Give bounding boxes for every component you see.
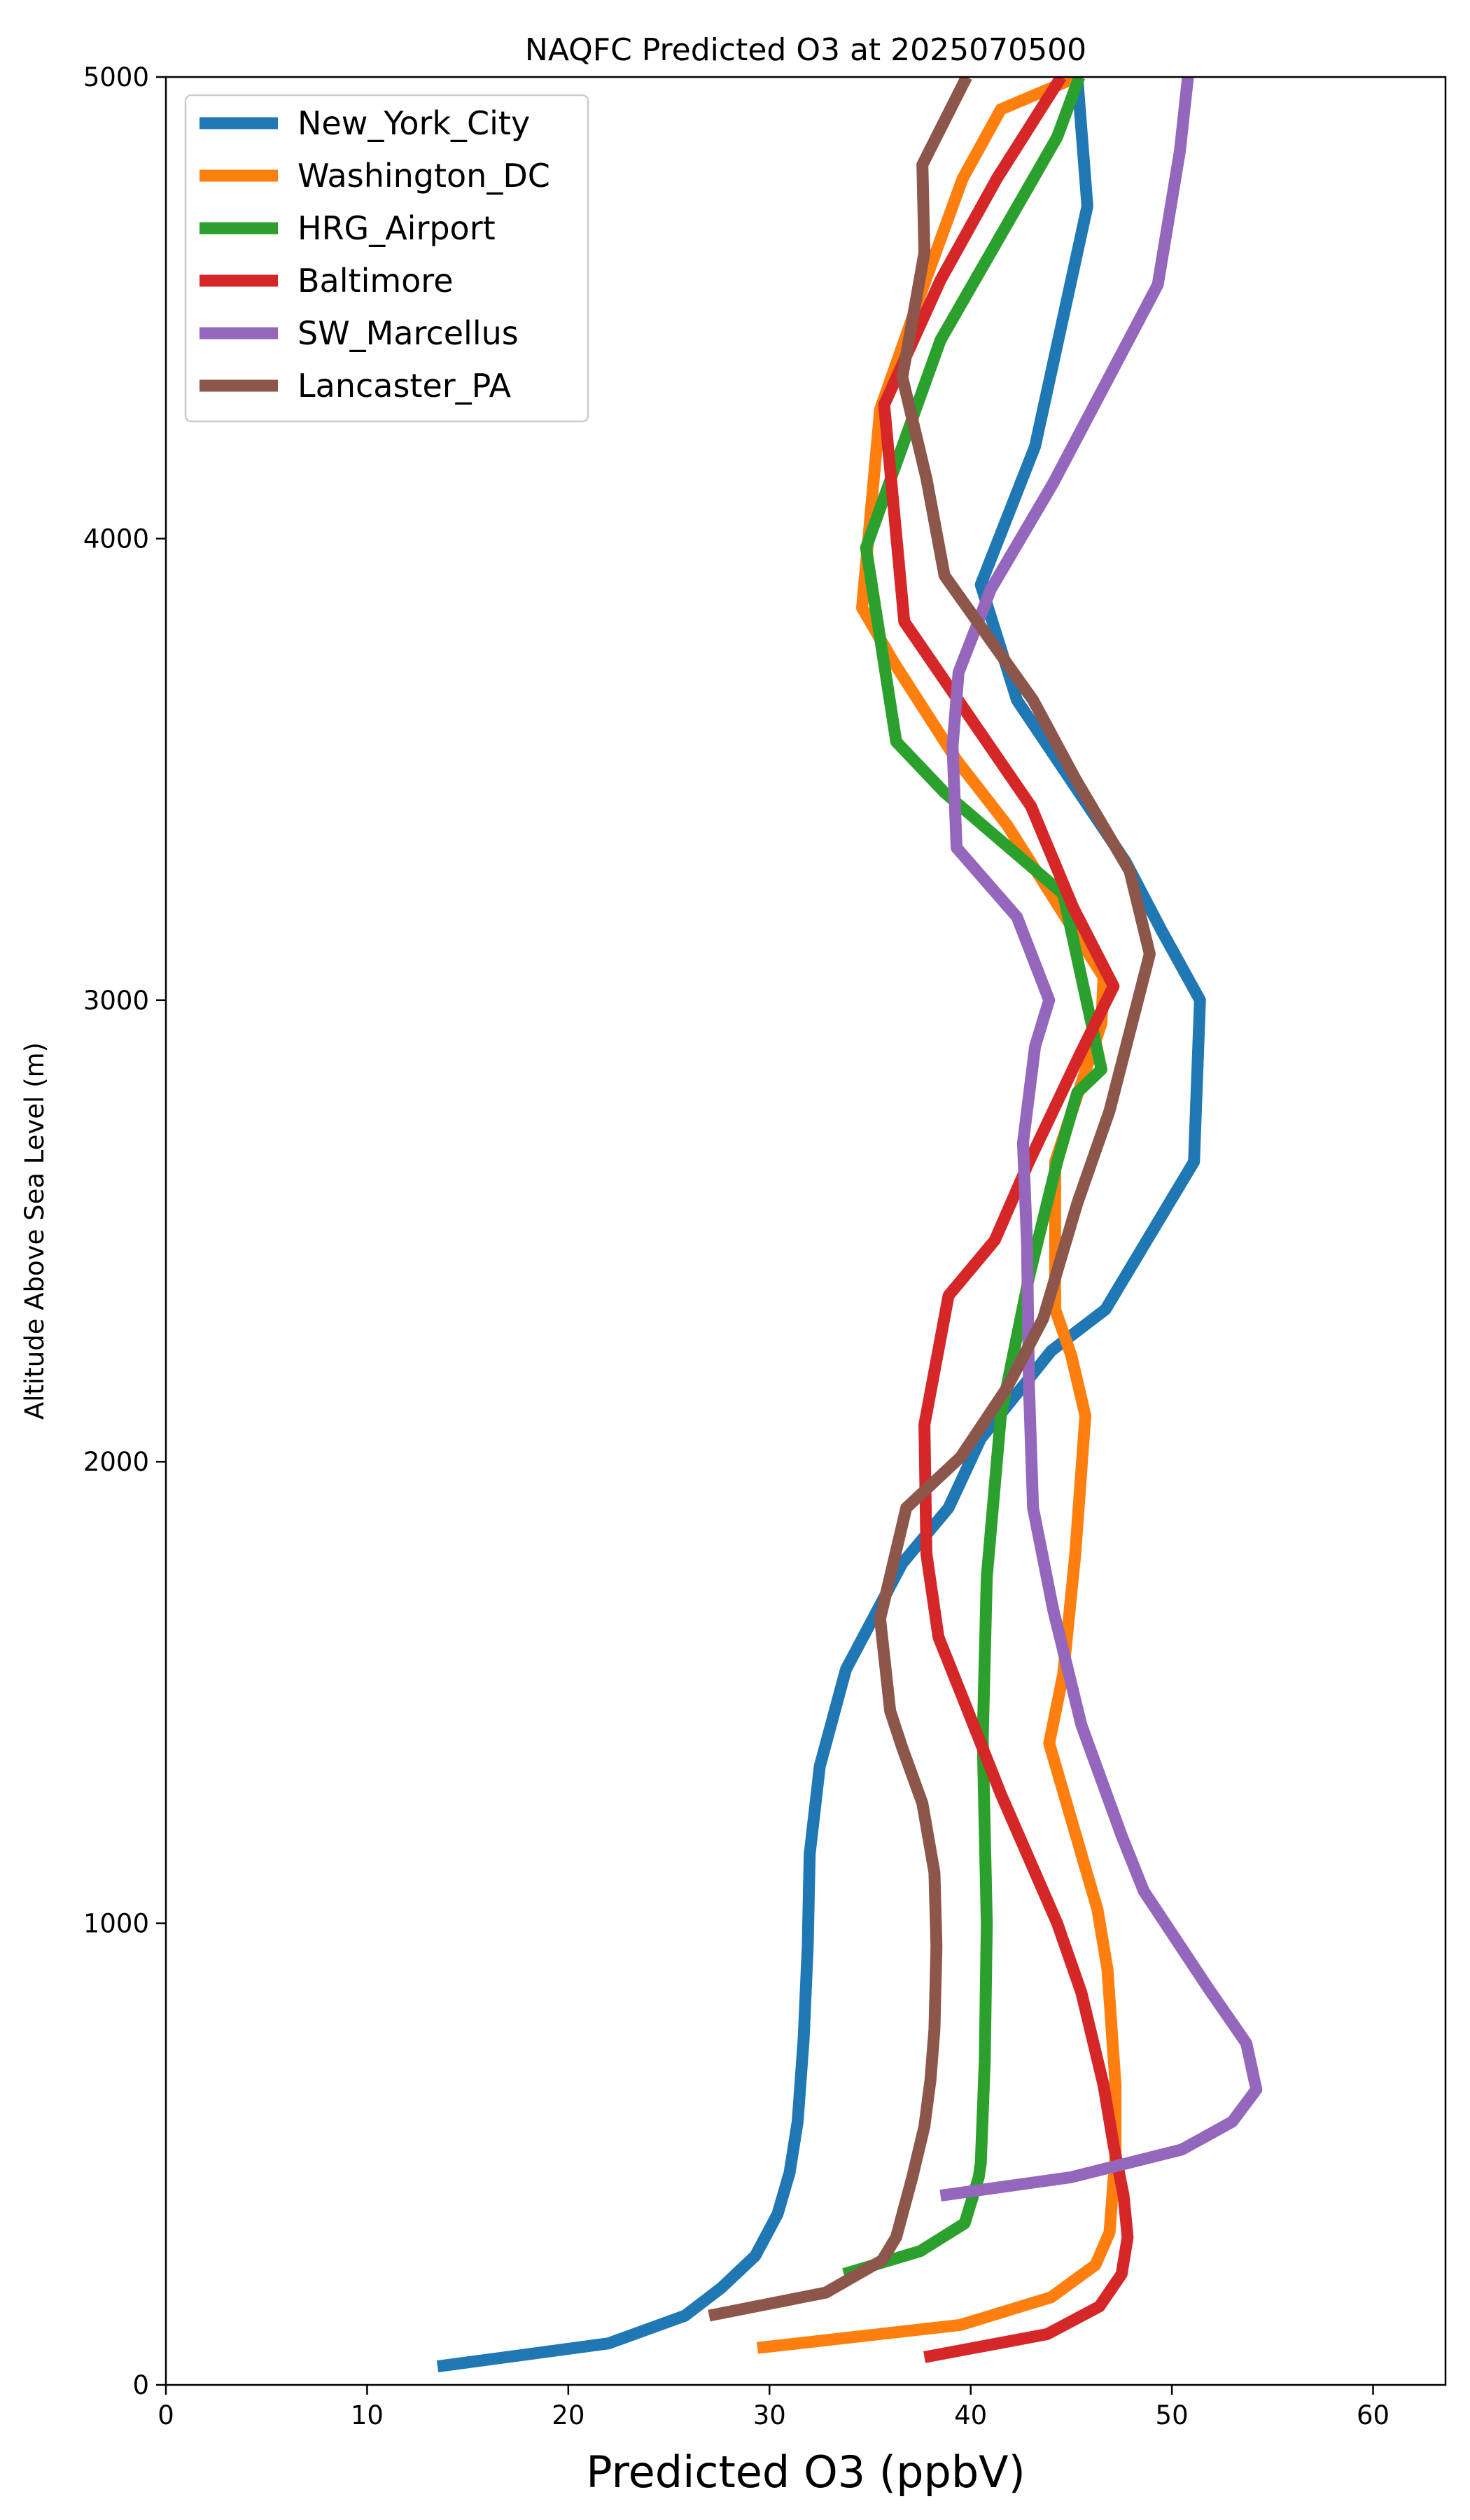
x-tick-label: 20	[552, 2400, 584, 2430]
legend-label-washington-dc: Washington_DC	[298, 157, 550, 195]
series-line-washington-dc	[757, 77, 1122, 2354]
x-tick-label: 10	[351, 2400, 384, 2430]
y-tick-label: 2000	[83, 1447, 149, 1477]
legend-label-sw-marcellus: SW_Marcellus	[298, 314, 519, 352]
x-tick-label: 60	[1357, 2400, 1390, 2430]
y-tick-label: 1000	[83, 1909, 149, 1939]
chart-title: NAQFC Predicted O3 at 2025070500	[525, 32, 1086, 68]
legend-label-baltimore: Baltimore	[298, 262, 454, 300]
y-tick-label: 5000	[83, 62, 149, 92]
series-line-hrg-airport	[842, 77, 1107, 2280]
x-tick-label: 50	[1156, 2400, 1189, 2430]
x-tick-label: 40	[954, 2400, 987, 2430]
x-axis-label: Predicted O3 (ppbV)	[586, 2446, 1026, 2498]
y-tick-label: 4000	[83, 524, 149, 554]
series-line-new-york-city	[436, 77, 1206, 2373]
x-tick-label: 30	[753, 2400, 786, 2430]
x-tick-label: 0	[158, 2400, 174, 2430]
y-axis-label: Altitude Above Sea Level (m)	[20, 1042, 50, 1420]
series-line-lancaster-pa	[708, 77, 1156, 2322]
series-layer	[436, 77, 1263, 2373]
series-line-baltimore	[878, 77, 1134, 2363]
y-tick-label: 0	[132, 2370, 149, 2400]
legend: New_York_City Washington_DC HRG_Airport Bal…	[184, 94, 589, 423]
legend-label-hrg-airport: HRG_Airport	[298, 209, 496, 247]
legend-label-lancaster-pa: Lancaster_PA	[298, 367, 511, 405]
axes-layer: 0 10 20 30 40 50 60 0 1000 2000 3000 4000 5000	[83, 62, 1447, 2430]
legend-box	[184, 94, 589, 423]
series-line-sw-marcellus	[939, 77, 1263, 2202]
legend-label-new-york-city: New_York_City	[298, 104, 530, 142]
plot-frame	[164, 76, 1447, 2386]
y-tick-label: 3000	[83, 986, 149, 1016]
